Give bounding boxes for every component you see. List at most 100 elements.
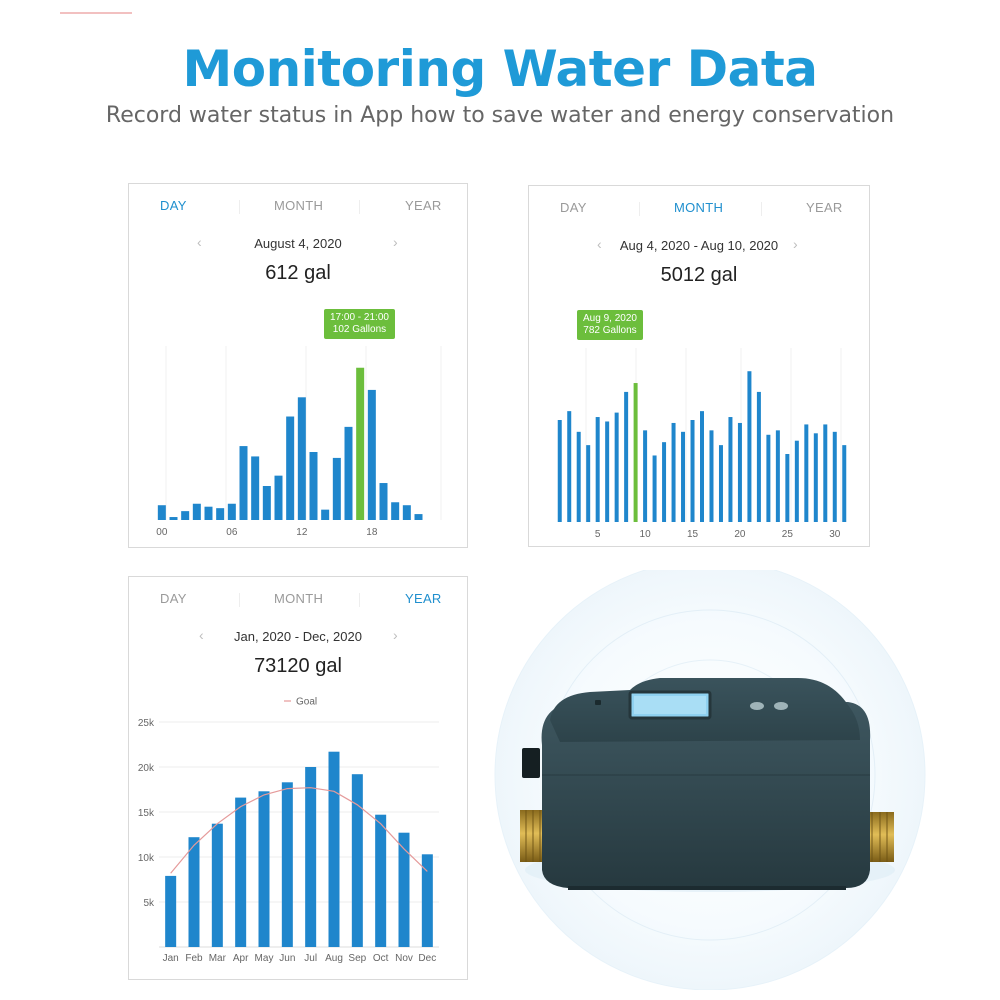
x-tick-label: Apr (233, 953, 249, 964)
page-title: Monitoring Water Data (182, 40, 818, 98)
date-range: Aug 4, 2020 - Aug 10, 2020 (619, 238, 779, 253)
chart-bar (681, 431, 686, 522)
chart-bar (262, 486, 271, 520)
x-tick-label: 5 (595, 529, 601, 540)
button (774, 702, 788, 710)
chart-bar (274, 475, 283, 520)
chart-bar (662, 442, 667, 522)
chart-bar (595, 417, 600, 522)
day-card: DAY MONTH YEAR ‹ August 4, 2020 › 612 ga… (128, 183, 468, 548)
tab-day[interactable]: DAY (560, 200, 587, 215)
top-accent-line (60, 12, 132, 14)
chart-bar (643, 430, 648, 522)
chart-bar (239, 446, 248, 520)
chart-bar (157, 505, 166, 520)
chevron-right-icon[interactable]: › (793, 236, 798, 252)
chart-bar (169, 517, 178, 520)
chevron-left-icon[interactable]: ‹ (197, 234, 202, 250)
x-tick-label: Jan (163, 953, 179, 964)
chart-bar (204, 506, 213, 520)
total-usage: 5012 gal (660, 264, 738, 286)
chart-bar (192, 503, 201, 520)
tab-divider (359, 200, 360, 214)
x-tick-label: 30 (829, 529, 841, 540)
chart-bar (737, 422, 742, 522)
tab-divider (639, 202, 640, 216)
x-tick-label: May (255, 953, 274, 964)
chart-bar (671, 422, 676, 522)
chart-bar (804, 424, 809, 522)
tooltip-date: Aug 9, 2020 (583, 313, 637, 324)
chart-bar (813, 433, 818, 522)
x-tick-label: Jun (279, 953, 295, 964)
tab-month[interactable]: MONTH (274, 198, 324, 213)
month-card: DAY MONTH YEAR ‹ Aug 4, 2020 - Aug 10, 2… (528, 185, 870, 547)
chart-bar (211, 823, 223, 947)
chevron-left-icon[interactable]: ‹ (597, 236, 602, 252)
chart-bar (216, 508, 225, 520)
x-tick-label: 06 (226, 527, 238, 538)
total-usage: 73120 gal (254, 655, 342, 677)
tab-year[interactable]: YEAR (806, 200, 843, 215)
y-tick-label: 10k (138, 853, 155, 864)
tooltip-value: 102 Gallons (332, 324, 387, 335)
chart-bar (690, 420, 695, 522)
chart-bar (305, 767, 317, 947)
tab-bar: DAY MONTH YEAR (529, 200, 869, 220)
chart-bar (576, 431, 581, 522)
tab-divider (239, 593, 240, 607)
chart-bar (375, 814, 387, 947)
x-tick-label: Mar (209, 953, 227, 964)
chart-bar (766, 434, 771, 522)
chart-bar (297, 397, 306, 520)
y-tick-label: 15k (138, 808, 155, 819)
x-tick-label: Oct (373, 953, 389, 964)
chart-bar (421, 854, 433, 947)
x-tick-label: 12 (296, 527, 308, 538)
side-connector (522, 748, 540, 778)
chart-bar (586, 445, 591, 522)
chevron-left-icon[interactable]: ‹ (199, 627, 204, 643)
tab-divider (761, 202, 762, 216)
chart-bar (605, 421, 610, 522)
y-tick-label: 25k (138, 718, 155, 729)
chart-bar (557, 420, 562, 522)
chart-bar (414, 514, 423, 520)
tab-bar: DAY MONTH YEAR (129, 591, 467, 611)
tab-month[interactable]: MONTH (674, 200, 724, 215)
chart-bar (367, 389, 376, 520)
tab-day[interactable]: DAY (160, 198, 187, 213)
x-tick-label: 25 (782, 529, 794, 540)
bar-tooltip: Aug 9, 2020 782 Gallons (577, 310, 643, 340)
chart-bar (709, 430, 714, 522)
chart-bar (351, 774, 363, 947)
chart-bar (794, 440, 799, 522)
bar-tooltip: 17:00 - 21:00 102 Gallons (324, 309, 395, 339)
date-range: Jan, 2020 - Dec, 2020 (234, 629, 362, 644)
chart-bar (328, 751, 340, 947)
tab-year[interactable]: YEAR (405, 591, 442, 606)
chart-bar (624, 391, 629, 522)
chart-bar (286, 416, 295, 520)
tab-day[interactable]: DAY (160, 591, 187, 606)
chart-bar (832, 431, 837, 522)
day-bar-chart: 00 06 12 18 (156, 346, 442, 538)
chart-bar (379, 483, 388, 520)
chart-bar (842, 445, 847, 522)
tooltip-time: 17:00 - 21:00 (330, 312, 389, 323)
chart-bar (309, 452, 318, 520)
chart-bar (718, 445, 723, 522)
chart-bar (391, 502, 400, 520)
chevron-right-icon[interactable]: › (393, 627, 398, 643)
chart-bar (258, 791, 270, 947)
chart-bar (402, 505, 411, 520)
x-tick-label: Sep (348, 953, 366, 964)
x-tick-label: 15 (687, 529, 699, 540)
y-tick-label: 20k (138, 763, 155, 774)
chart-bar (785, 454, 790, 522)
chevron-right-icon[interactable]: › (393, 234, 398, 250)
tab-year[interactable]: YEAR (405, 198, 442, 213)
x-tick-label: 10 (640, 529, 652, 540)
tab-month[interactable]: MONTH (274, 591, 324, 606)
chart-bar (652, 455, 657, 522)
